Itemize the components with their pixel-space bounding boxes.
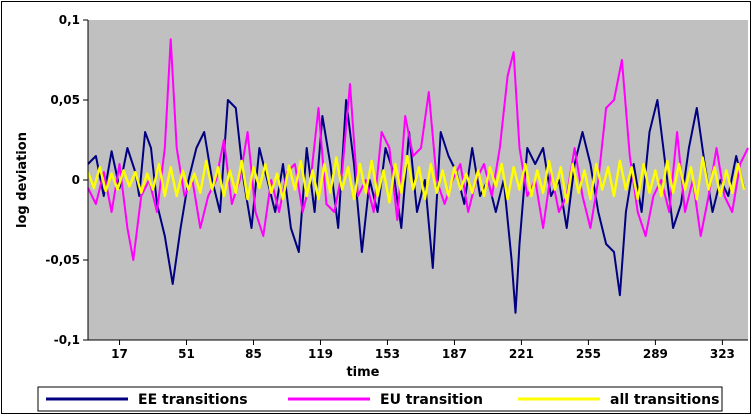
- legend-box: [37, 386, 723, 412]
- y-tick-label: 0,05: [50, 93, 80, 107]
- x-tick-label: 51: [178, 347, 195, 361]
- x-tick-label: 119: [308, 347, 333, 361]
- legend-entry-1: EE transitions: [138, 392, 248, 408]
- series-layer: [86, 38, 749, 314]
- y-tick-label: -0,1: [54, 333, 80, 347]
- x-tick-label: 85: [245, 347, 262, 361]
- plot-area: [88, 20, 748, 340]
- x-tick-label: 17: [111, 347, 128, 361]
- y-tick-label: 0,1: [59, 13, 80, 27]
- legend-entry-3: all transitions: [610, 392, 719, 408]
- y-axis-label: log deviation: [15, 132, 30, 228]
- x-tick-label: 289: [643, 347, 668, 361]
- x-tick-label: 221: [509, 347, 534, 361]
- y-tick-label: -0,05: [45, 253, 80, 267]
- legend: EE transitions EU transition all transitio…: [37, 386, 723, 412]
- x-tick-label: 323: [710, 347, 735, 361]
- axes-layer: 0,1 0,05 0 -0,05 -0,1 17 51 85 119 153 187 221 255 28…: [45, 13, 748, 361]
- series-line-1: [87, 99, 746, 314]
- x-tick-label: 187: [442, 347, 467, 361]
- x-axis-label: time: [346, 365, 379, 380]
- series-line-3: [86, 154, 746, 204]
- y-tick-label: 0: [72, 173, 80, 187]
- x-tick-label: 255: [576, 347, 601, 361]
- series-line-2: [87, 38, 749, 261]
- legend-entry-2: EU transition: [380, 392, 483, 408]
- x-tick-label: 153: [375, 347, 400, 361]
